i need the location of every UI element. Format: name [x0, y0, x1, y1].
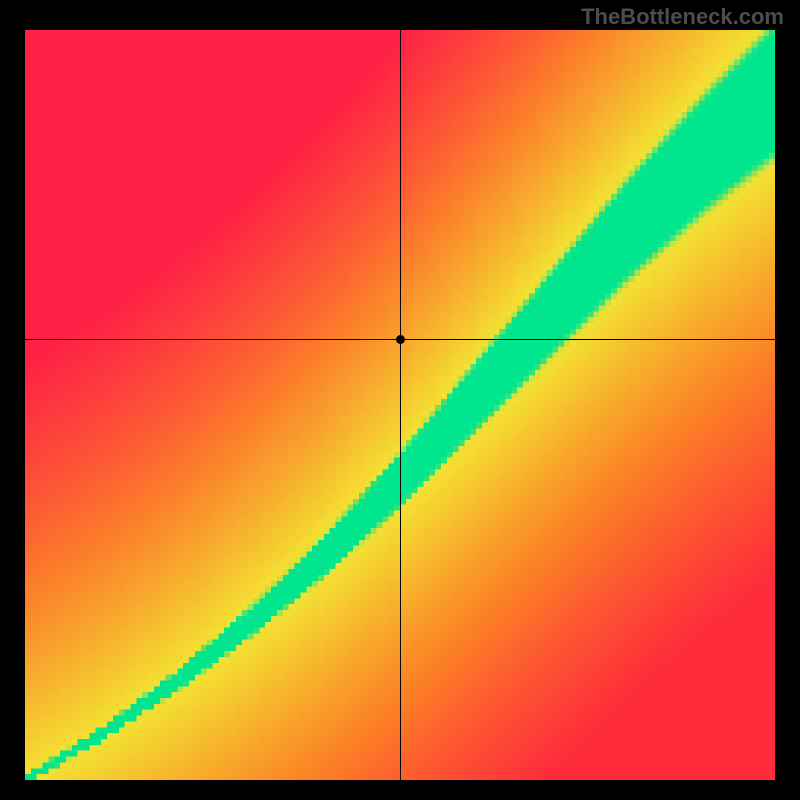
- heatmap-canvas: [25, 30, 775, 780]
- watermark-text: TheBottleneck.com: [581, 4, 784, 30]
- chart-container: TheBottleneck.com: [0, 0, 800, 800]
